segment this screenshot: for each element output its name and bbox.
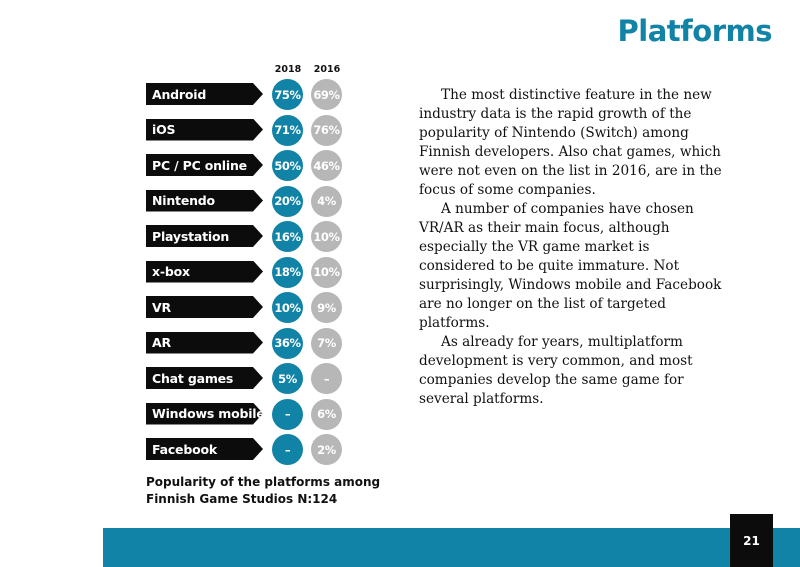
platform-label-bar: Facebook: [146, 438, 263, 460]
value-2016: 6%: [311, 398, 342, 430]
platform-label-bar: Android: [146, 83, 263, 105]
platform-row: Windows mobile – 6%: [0, 398, 360, 430]
value-2016: 10%: [311, 256, 342, 288]
platform-row: VR 10% 9%: [0, 292, 360, 323]
platform-row: Playstation 16% 10%: [0, 221, 360, 252]
platform-label-bar: AR: [146, 331, 263, 354]
platform-label: VR: [152, 299, 171, 315]
platform-label-bar: Nintendo: [146, 189, 263, 212]
caption-line-1: Popularity of the platforms among: [146, 475, 381, 489]
value-2018: 18%: [272, 256, 303, 288]
value-2018: 36%: [272, 327, 303, 359]
body-paragraph-1: The most distinctive feature in the new …: [419, 87, 722, 198]
value-2016: 69%: [311, 79, 342, 110]
value-2018: 75%: [272, 79, 303, 110]
value-2016: 2%: [311, 434, 342, 465]
value-2018: 50%: [272, 150, 303, 181]
value-2018: 10%: [272, 292, 303, 323]
footer-band: [103, 528, 800, 567]
caption-line-2: Finnish Game Studios N:124: [146, 492, 338, 506]
platform-label-bar: x-box: [146, 260, 263, 283]
value-2018: 16%: [272, 221, 303, 252]
platform-row: iOS 71% 76%: [0, 114, 360, 146]
platform-label: Nintendo: [152, 193, 215, 208]
platform-label-bar: Playstation: [146, 225, 263, 247]
platform-row: Android 75% 69%: [0, 79, 360, 110]
platform-label: Windows mobile: [152, 406, 265, 421]
value-2016: –: [311, 363, 342, 394]
platform-label-bar: Windows mobile: [146, 402, 265, 425]
platform-label: Playstation: [152, 228, 230, 244]
platform-row: Facebook – 2%: [0, 434, 360, 465]
platform-label: AR: [152, 335, 171, 350]
platform-row: x-box 18% 10%: [0, 256, 360, 288]
body-paragraph-2: A number of companies have chosen VR/AR …: [419, 201, 722, 331]
value-2016: 4%: [311, 185, 342, 217]
platform-row: Chat games 5% –: [0, 363, 360, 394]
platform-label: iOS: [152, 122, 176, 137]
platform-label: Chat games: [152, 370, 234, 386]
page-title: Platforms: [617, 14, 773, 48]
platform-row: AR 36% 7%: [0, 327, 360, 359]
platform-label-bar: Chat games: [146, 367, 263, 389]
value-2018: 20%: [272, 185, 303, 217]
value-2018: –: [272, 434, 303, 465]
value-2016: 10%: [311, 221, 342, 252]
platform-row: PC / PC online 50% 46%: [0, 150, 360, 181]
value-2016: 76%: [311, 114, 342, 146]
value-2018: –: [272, 398, 303, 430]
platform-label: Android: [152, 86, 207, 102]
platform-label: Facebook: [152, 441, 217, 457]
body-paragraph-3: As already for years, multiplatform deve…: [419, 334, 693, 407]
value-2016: 7%: [311, 327, 342, 359]
value-2016: 46%: [311, 150, 342, 181]
platform-label: PC / PC online: [152, 157, 247, 173]
body-text: The most distinctive feature in the new …: [419, 86, 725, 409]
platform-row: Nintendo 20% 4%: [0, 185, 360, 217]
value-2018: 71%: [272, 114, 303, 146]
value-2016: 9%: [311, 292, 342, 323]
year-header-2018: 2018: [274, 64, 302, 75]
platform-label-bar: PC / PC online: [146, 154, 263, 176]
page-number: 21: [730, 514, 773, 567]
platform-label-bar: VR: [146, 296, 263, 318]
figure-caption: Popularity of the platforms among Finnis…: [146, 474, 386, 508]
value-2018: 5%: [272, 363, 303, 394]
year-header-2016: 2016: [313, 64, 341, 75]
platform-label: x-box: [152, 264, 190, 279]
platform-label-bar: iOS: [146, 118, 263, 141]
